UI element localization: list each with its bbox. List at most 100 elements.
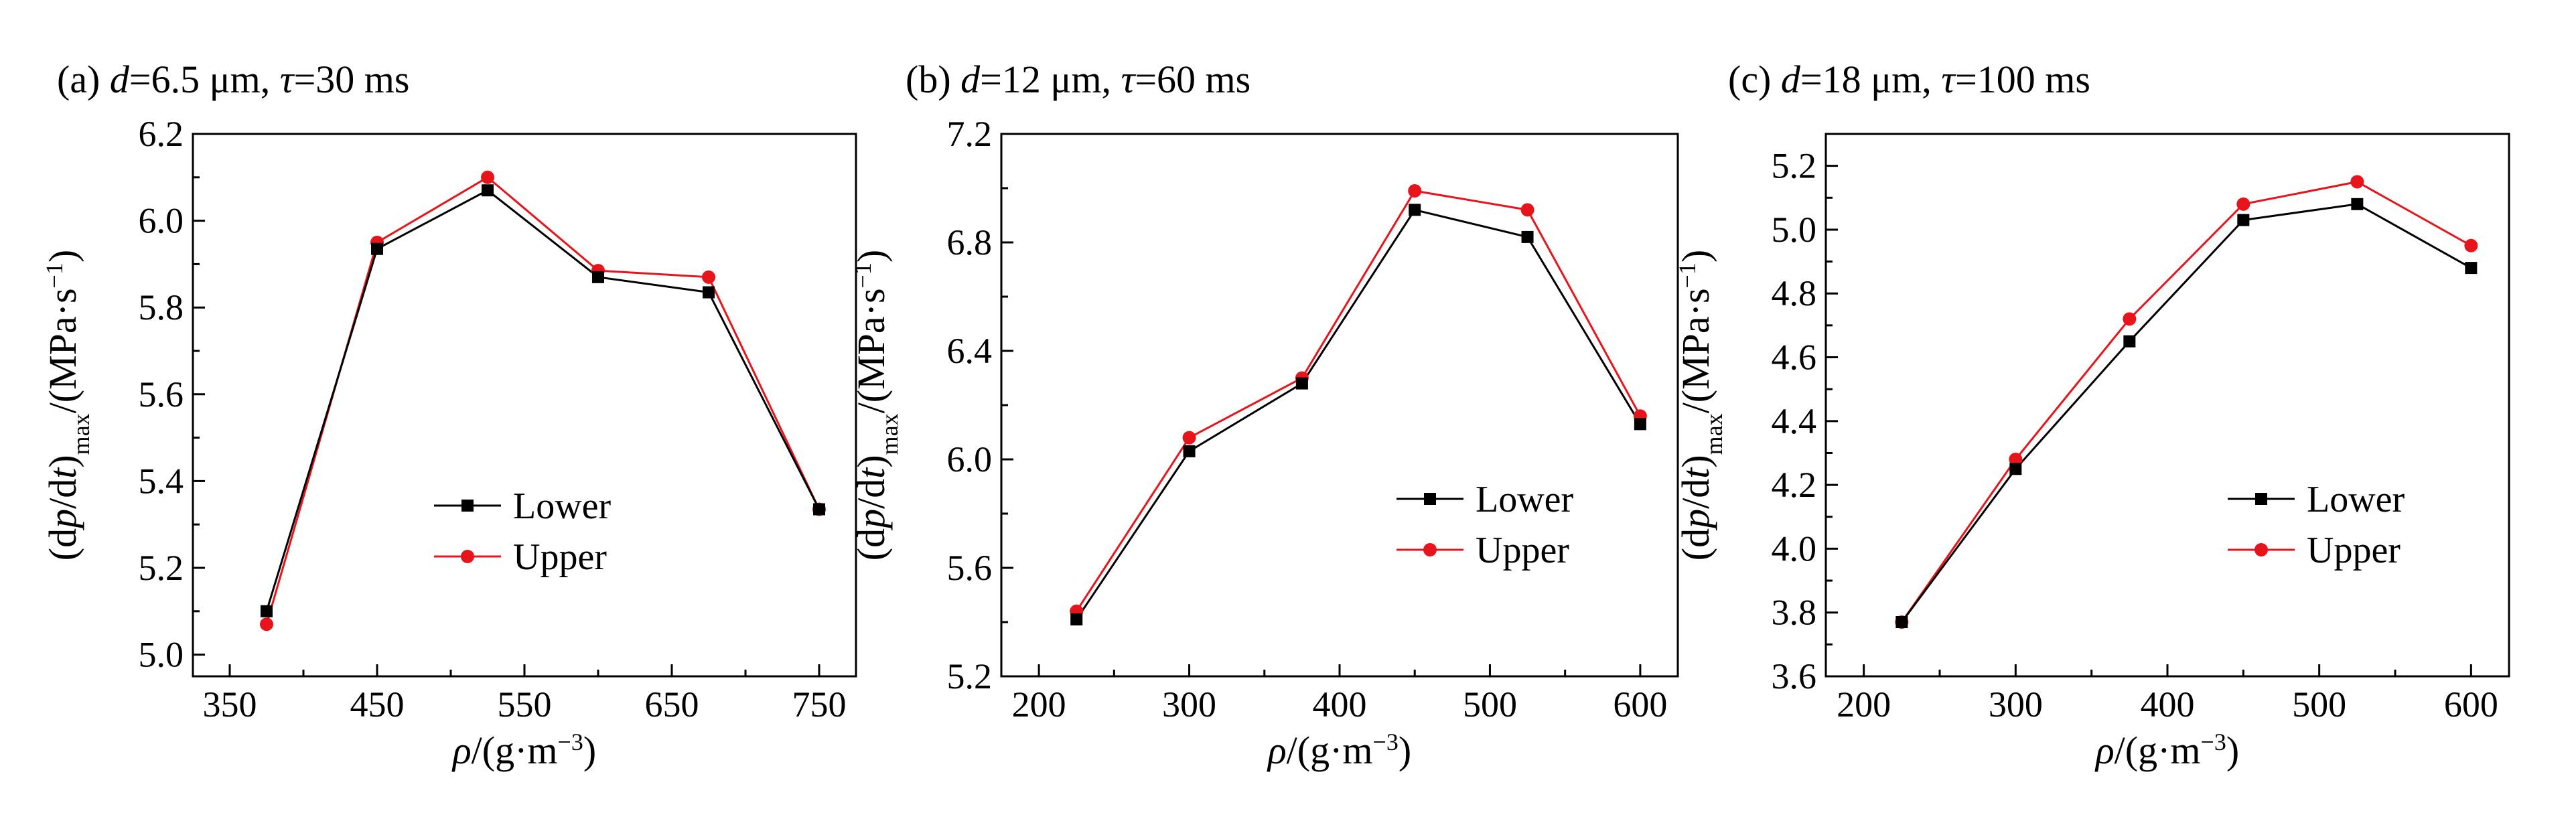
chart-panel-c: (c) d=18 μm, τ=100 ms 200 300 400 500 600 3.6 3… [1674,58,2510,772]
y-tick-label: 5.2 [139,548,184,588]
legend-label: Upper [2307,530,2401,571]
data-point-lower [2237,214,2250,226]
data-point-lower [813,503,825,516]
series-line-lower [1075,208,1642,620]
y-tick-label: 7.2 [947,114,993,154]
y-tick-label: 5.6 [139,374,184,415]
data-point-lower [482,184,494,197]
plot-frame [192,133,857,678]
series-line-lower [265,189,820,612]
data-point-lower [261,605,273,617]
y-tick-label: 3.8 [1772,593,1817,633]
x-tick-label: 350 [203,684,257,725]
panel-title: (c) d=18 μm, τ=100 ms [1728,58,2090,101]
data-point-lower [371,242,383,255]
legend-label: Lower [513,485,612,527]
x-tick-label: 600 [2444,684,2498,725]
data-point-upper [2009,453,2023,466]
x-tick-label: 600 [1613,684,1667,725]
series-line-upper [1901,180,2472,623]
y-tick-label: 5.8 [139,287,184,327]
y-tick-label: 4.2 [1772,465,1817,505]
x-tick-label: 450 [350,684,405,725]
data-point-upper [481,170,494,184]
panel-title: (a) d=6.5 μm, τ=30 ms [57,58,409,101]
data-point-lower [1295,377,1308,390]
x-tick-label: 650 [645,684,699,725]
data-point-upper [2350,175,2364,189]
x-tick-label: 200 [1837,684,1891,725]
x-tick-label: 400 [2141,684,2195,725]
y-tick-label: 6.0 [947,439,993,479]
y-tick-label: 5.2 [1772,146,1817,186]
chart-panel-b: (b) d=12 μm, τ=60 ms 200 300 400 500 600 5.2 5.… [849,58,1679,772]
y-tick-label: 6.2 [139,114,184,154]
data-point-upper [702,270,715,284]
x-tick-label: 500 [2292,684,2346,725]
data-point-upper [1182,431,1196,445]
chart-panel-a: (a) d=6.5 μm, τ=30 ms 350 450 550 650 750 5.0 5… [41,58,857,772]
data-point-lower [1895,616,1908,628]
legend: Lower Upper [434,485,612,578]
legend-label: Lower [1476,479,1574,520]
legend-marker [461,500,474,512]
legend-marker [1423,543,1437,556]
y-tick-label: 6.8 [947,222,993,262]
x-tick-label: 400 [1313,684,1367,725]
y-tick-label: 5.0 [1772,210,1817,250]
y-axis-label: (dp/dt)max/(MPa·s−1) [1674,250,1727,560]
data-point-lower [2351,198,2364,210]
legend-label: Upper [513,536,607,578]
data-point-upper [2464,238,2478,252]
x-axis-label: ρ/(g·m−3) [1267,729,1411,772]
y-tick-label: 6.4 [947,331,993,371]
y-tick-label: 4.8 [1772,273,1817,313]
data-point-lower [592,271,604,283]
legend-label: Lower [2307,479,2405,520]
x-axis-label: ρ/(g·m−3) [2094,729,2239,772]
x-tick-label: 550 [498,684,552,725]
y-tick-label: 4.4 [1772,401,1817,441]
data-point-upper [1520,203,1534,217]
data-point-lower [2465,262,2478,275]
panel-title: (b) d=12 μm, τ=60 ms [906,58,1250,101]
legend-marker [461,550,474,563]
x-tick-label: 300 [1162,684,1216,725]
data-point-lower [2009,463,2022,475]
x-tick-label: 300 [1989,684,2043,725]
legend-marker [2255,543,2268,556]
data-point-lower [1070,613,1083,625]
legend: Lower Upper [2228,479,2405,571]
y-tick-label: 5.2 [947,656,993,696]
plot-frame [1000,133,1679,678]
data-point-lower [1634,418,1646,431]
y-tick-label: 3.6 [1772,656,1817,696]
legend-marker [1424,493,1436,505]
series-line-upper [1075,190,1642,612]
legend-marker [2255,493,2267,505]
y-tick-label: 4.6 [1772,337,1817,378]
data-point-upper [2123,312,2137,326]
y-tick-label: 5.6 [947,548,993,588]
y-tick-label: 5.4 [139,461,184,501]
data-point-lower [1409,204,1421,216]
y-tick-label: 6.0 [139,201,184,241]
data-point-lower [2123,335,2136,348]
data-point-lower [1521,230,1534,243]
data-point-upper [1408,184,1422,198]
legend-label: Upper [1476,530,1569,571]
data-point-upper [260,617,273,631]
y-tick-label: 4.0 [1772,528,1817,569]
data-point-lower [703,286,715,299]
x-tick-label: 500 [1463,684,1517,725]
series-line-lower [1901,203,2472,623]
x-tick-label: 200 [1012,684,1066,725]
data-point-upper [2236,197,2250,211]
data-point-lower [1183,445,1196,457]
y-axis-label: (dp/dt)max/(MPa·s−1) [41,250,94,560]
x-axis-label: ρ/(g·m−3) [451,729,596,772]
y-axis-label: (dp/dt)max/(MPa·s−1) [849,250,903,560]
x-tick-label: 750 [792,684,847,725]
y-tick-label: 5.0 [139,635,184,675]
